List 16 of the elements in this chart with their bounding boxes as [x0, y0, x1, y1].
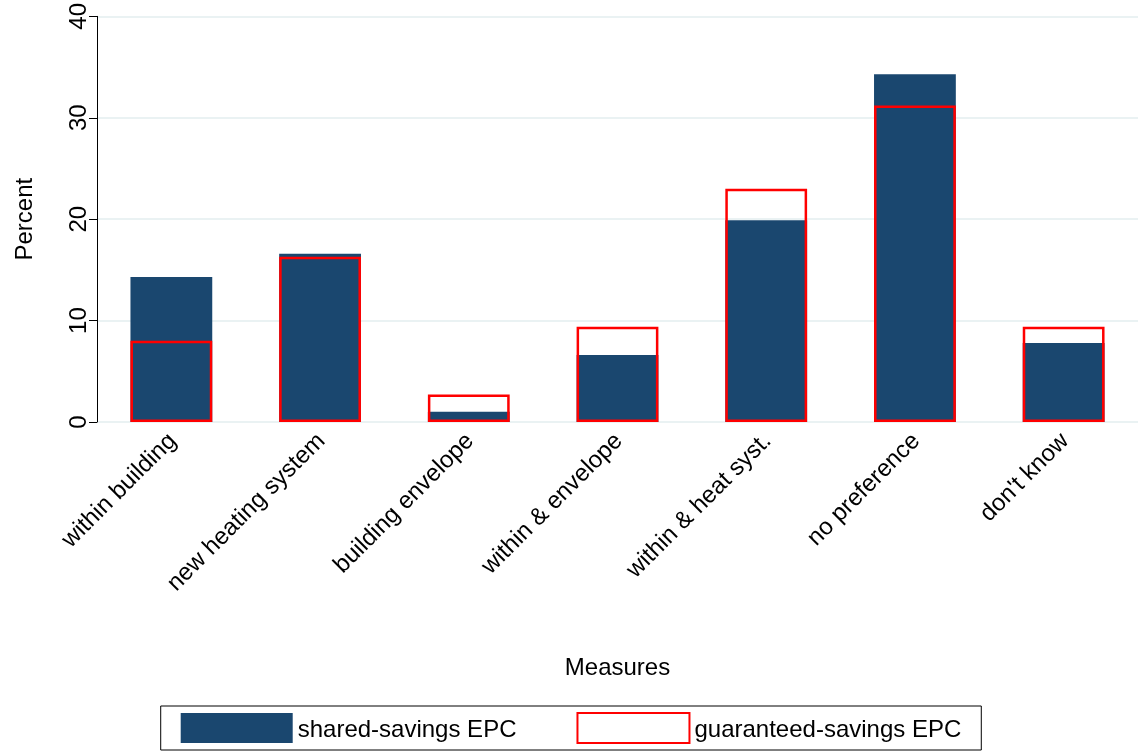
y-tick-label: 40	[63, 3, 91, 30]
bar	[576, 355, 659, 422]
y-tick-label: 20	[63, 205, 91, 233]
y-axis-title: Percent	[9, 177, 37, 261]
legend-label: shared-savings EPC	[297, 714, 517, 742]
bar	[576, 326, 659, 422]
bar	[130, 340, 213, 422]
bar	[427, 394, 510, 422]
bar	[1022, 342, 1105, 422]
y-tick-label: 10	[63, 307, 91, 334]
legend-label: guaranteed-savings EPC	[694, 714, 962, 742]
y-tick-label: 30	[63, 104, 91, 132]
x-axis-title: Measures	[564, 652, 671, 680]
bar	[130, 276, 213, 422]
y-tick-label: 0	[63, 415, 91, 429]
bar	[1022, 326, 1105, 422]
